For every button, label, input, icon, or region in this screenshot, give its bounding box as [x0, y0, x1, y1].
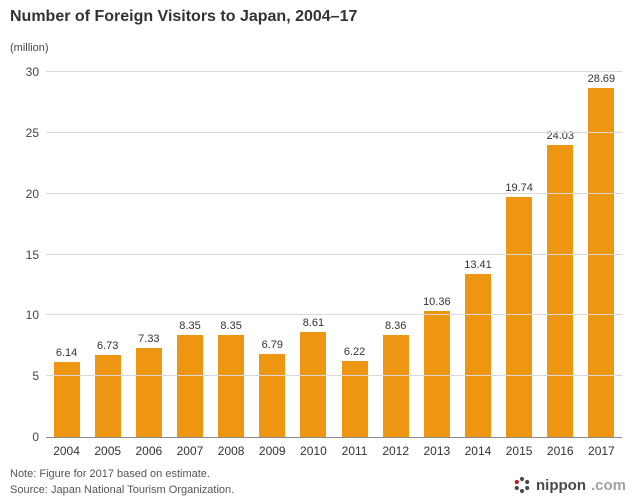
bar-value-label: 6.79 [261, 339, 283, 352]
x-axis-tick-label: 2008 [217, 444, 245, 458]
bar [506, 196, 533, 437]
bar [218, 335, 245, 437]
x-axis-tick-label: 2006 [135, 444, 163, 458]
y-axis-tick-label: 20 [25, 186, 39, 201]
bar [300, 332, 327, 437]
bar [588, 87, 615, 437]
chart-footnote: Note: Figure for 2017 based on estimate.… [10, 467, 234, 498]
y-axis-tick-label: 10 [25, 308, 39, 323]
y-axis-tick-label: 5 [32, 369, 39, 384]
y-axis-unit-label: (million) [10, 42, 49, 54]
plot-area: 6.14 2004 6.73 2005 7.33 2006 8.35 2007 8.35 2008… [26, 65, 622, 458]
bar-value-label: 19.74 [505, 181, 533, 194]
bar [94, 355, 121, 437]
x-axis-tick-label: 2005 [94, 444, 122, 458]
bar-group: 28.69 2017 [581, 72, 622, 458]
note-line: Note: Figure for 2017 based on estimate. [10, 468, 210, 481]
chart-title: Number of Foreign Visitors to Japan, 200… [10, 8, 358, 25]
x-axis-tick-label: 2017 [588, 444, 615, 458]
y-axis-tick-label: 0 [32, 430, 39, 444]
x-axis-tick-label: 2016 [546, 444, 574, 458]
x-axis-tick-label: 2004 [53, 444, 80, 458]
bar [259, 354, 286, 437]
gridline [46, 375, 622, 377]
x-axis-tick-label: 2013 [423, 444, 451, 458]
x-axis-tick-label: 2011 [341, 444, 368, 458]
gridline [46, 71, 622, 72]
bar [135, 347, 162, 437]
bar-group: 7.33 2006 [128, 72, 169, 458]
x-axis-tick-label: 2012 [382, 444, 410, 458]
gridline [46, 253, 622, 255]
nippon-com-logo[interactable]: nippon .com [513, 476, 626, 494]
gridline [46, 131, 622, 133]
gridline [46, 314, 622, 316]
bar [382, 335, 409, 437]
bar-value-label: 6.22 [343, 346, 366, 359]
bar-group: 6.79 2009 [252, 72, 293, 458]
bar-group: 6.73 2005 [87, 72, 128, 458]
bar-group: 8.35 2008 [211, 72, 252, 458]
y-axis-tick-label: 30 [25, 65, 39, 79]
bar-group: 6.14 2004 [46, 72, 87, 458]
bar [341, 361, 368, 437]
bar-group: 8.36 2012 [375, 72, 416, 458]
bar-value-label: 13.41 [464, 258, 492, 271]
x-axis-tick-label: 2007 [176, 444, 204, 458]
bar [423, 310, 450, 437]
y-axis-tick-label: 15 [25, 247, 39, 262]
bar [547, 144, 574, 437]
nippon-logo-icon [514, 476, 530, 494]
bar-group: 8.35 2007 [169, 72, 210, 458]
bar-group: 19.74 2015 [499, 72, 540, 458]
bar-value-label: 6.14 [55, 347, 78, 360]
bar-value-label: 8.35 [220, 320, 242, 333]
bar-value-label: 7.33 [138, 332, 160, 345]
x-axis-tick-label: 2015 [505, 444, 533, 458]
bar-group: 13.41 2014 [457, 72, 498, 458]
bar-group: 24.03 2016 [540, 72, 581, 458]
bar-value-label: 10.36 [423, 295, 451, 308]
bar-group: 6.22 2011 [334, 72, 375, 458]
logo-name-text: nippon [536, 476, 586, 494]
source-line: Source: Japan National Tourism Organizat… [10, 483, 235, 496]
bar-value-label: 8.36 [384, 320, 407, 333]
bar [176, 335, 203, 437]
x-axis-tick-label: 2010 [300, 444, 327, 458]
bar-value-label: 6.73 [97, 340, 119, 353]
bars-container: 6.14 2004 6.73 2005 7.33 2006 8.35 2007 8.35 2008… [46, 72, 622, 458]
logo-tld-text: .com [590, 476, 626, 494]
x-axis-tick-label: 2014 [464, 444, 492, 458]
bar [53, 362, 80, 437]
bar-group: 10.36 2013 [416, 72, 457, 458]
bar [464, 273, 491, 437]
y-axis-tick-label: 25 [25, 125, 39, 140]
bar-value-label: 28.69 [587, 72, 616, 85]
bar-group: 8.61 2010 [293, 72, 334, 458]
bar-value-label: 8.61 [302, 317, 325, 330]
bar-value-label: 8.35 [179, 320, 201, 333]
x-axis-tick-label: 2009 [258, 444, 286, 458]
gridline [46, 192, 622, 194]
